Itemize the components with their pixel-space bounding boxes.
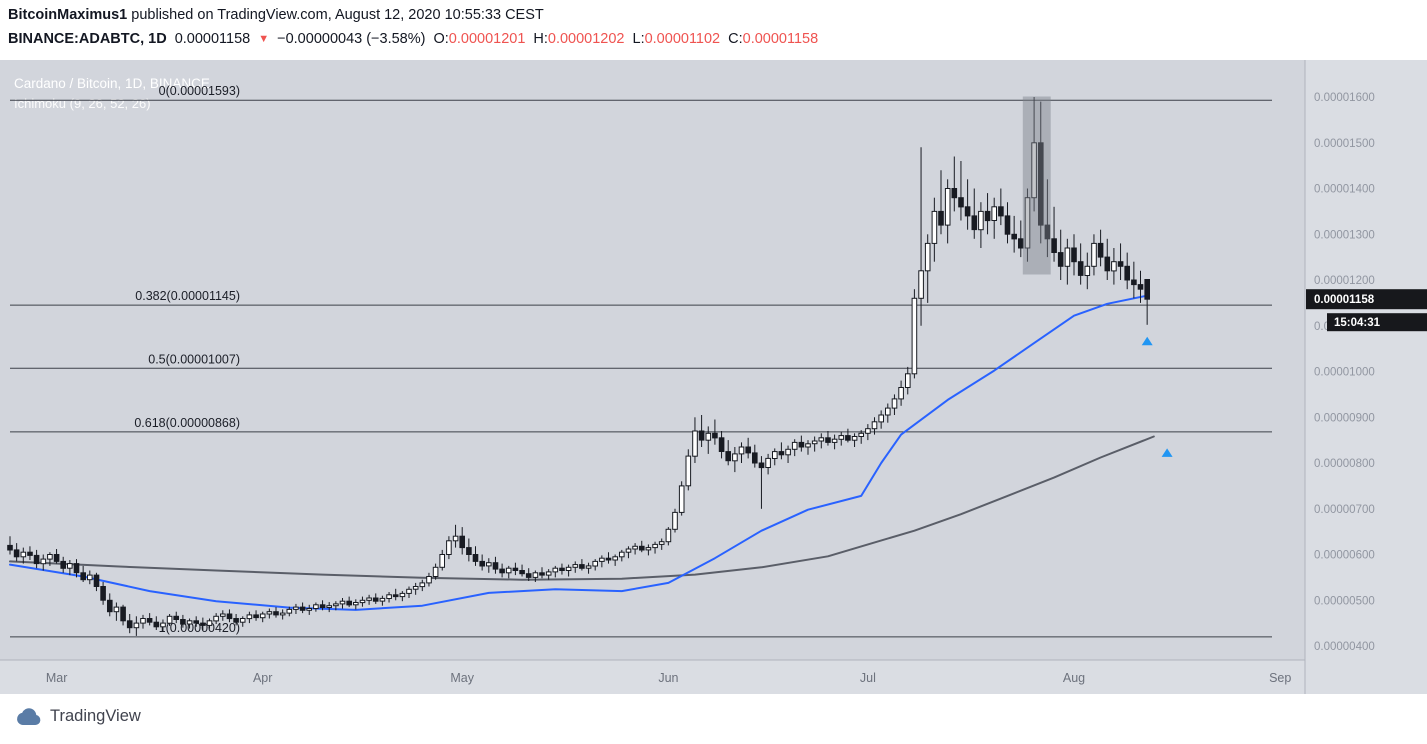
price-tick-label: 0.00000800 (1314, 458, 1375, 470)
fib-label: 1(0.00000420) (159, 621, 240, 635)
chart-backgrounds (0, 60, 1427, 694)
price-tick-label: 0.00000500 (1314, 595, 1375, 607)
publish-line: BitcoinMaximus1 published on TradingView… (8, 7, 544, 23)
time-axis[interactable]: Mar Apr May Jun Jul Aug Sep (46, 671, 1292, 685)
footer: TradingView (0, 694, 1427, 744)
brand-name: TradingView (50, 706, 141, 725)
chart-area[interactable]: Cardano / Bitcoin, 1D, BINANCE Ichimoku … (0, 60, 1427, 694)
countdown-text: 15:04:31 (1334, 317, 1381, 329)
author-name[interactable]: BitcoinMaximus1 (8, 7, 128, 23)
time-tick-label: Jul (860, 671, 876, 685)
time-tick-label: Sep (1269, 671, 1291, 685)
chart-title: Cardano / Bitcoin, 1D, BINANCE (14, 76, 210, 91)
time-tick-label: Mar (46, 671, 68, 685)
symbol-title[interactable]: BINANCE:ADABTC, 1D (8, 31, 167, 47)
chart-canvas[interactable]: Cardano / Bitcoin, 1D, BINANCE Ichimoku … (0, 60, 1427, 694)
fib-retracement[interactable]: 0(0.00001593) 0.382(0.00001145) 0.5(0.0000… (10, 84, 1272, 638)
price-tick-label: 0.00000900 (1314, 412, 1375, 424)
tradingview-link[interactable]: TradingView (12, 705, 141, 727)
price-tick-label: 0.00001200 (1314, 275, 1375, 287)
publish-header: BitcoinMaximus1 published on TradingView… (0, 0, 1427, 60)
ohlc-low: L:0.00001102 (632, 31, 721, 47)
symbol-header: BINANCE:ADABTC, 1D 0.00001158 ▼ −0.00000043… (8, 31, 818, 47)
ohlc-close: C:0.00001158 (728, 31, 819, 47)
price-tick-label: 0.00000600 (1314, 550, 1375, 562)
fib-label: 0.618(0.00000868) (134, 416, 240, 430)
indicator-label[interactable]: Ichimoku (9, 26, 52, 26) (14, 96, 151, 111)
price-tick-label: 0.00001600 (1314, 92, 1375, 104)
time-tick-label: Apr (253, 671, 272, 685)
triangle-up-marker[interactable] (1161, 448, 1173, 457)
tradingview-logo-icon (17, 708, 41, 726)
price-tick-label: 0.00000400 (1314, 641, 1375, 653)
ichimoku-line-gray (9, 435, 1155, 581)
ohlc-open: O:0.00001201 (433, 31, 526, 47)
time-tick-label: Jun (658, 671, 678, 685)
selection-highlight (1022, 96, 1051, 275)
header-last-price: 0.00001158 (174, 31, 251, 47)
price-tick-label: 0.00000700 (1314, 504, 1375, 516)
price-tick-label: 0.00001500 (1314, 138, 1375, 150)
fib-label: 0(0.00001593) (159, 84, 240, 98)
price-tick-label: 0.00001400 (1314, 184, 1375, 196)
price-tick-label: 0.00001300 (1314, 229, 1375, 241)
fib-label: 0.5(0.00001007) (148, 352, 240, 366)
price-tick-label: 0.00001000 (1314, 367, 1375, 379)
fib-label: 0.382(0.00001145) (135, 289, 240, 303)
down-arrow-icon: ▼ (258, 33, 270, 45)
plot-background[interactable] (0, 60, 1305, 660)
last-price-badge-text: 0.00001158 (1314, 294, 1375, 306)
triangle-up-marker[interactable] (1141, 336, 1153, 346)
price-change: −0.00000043 (−3.58%) (277, 31, 426, 47)
publish-info: published on TradingView.com, August 12,… (127, 7, 544, 23)
ohlc-high: H:0.00001202 (533, 31, 625, 47)
last-price-badge (1306, 289, 1427, 310)
time-tick-label: May (450, 671, 474, 685)
ichimoku-line-blue (9, 294, 1149, 611)
time-tick-label: Aug (1063, 671, 1085, 685)
candles-layer (7, 97, 1151, 636)
countdown-badge (1327, 313, 1427, 332)
